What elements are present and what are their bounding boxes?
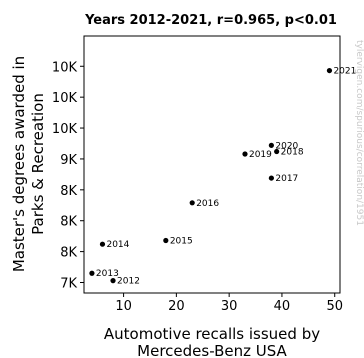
data-point — [268, 142, 274, 148]
y-tick-label: 8K — [60, 184, 77, 199]
y-tick-label: 10K — [52, 91, 78, 106]
y-axis-title-line-2: Parks & Recreation — [29, 93, 47, 235]
data-point-label: 2018 — [281, 148, 304, 158]
data-point — [89, 270, 95, 276]
y-axis-title: Master's degrees awarded in Parks & Recr… — [10, 56, 47, 272]
data-point — [242, 151, 248, 157]
x-axis-title-line-2: Mercedes-Benz USA — [137, 342, 287, 358]
plot-frame — [83, 35, 341, 294]
x-tick-label: 40 — [274, 299, 291, 314]
y-axis-ticks: 7K 8K 8K 8K 9K 10K 10K 10K — [52, 60, 84, 291]
data-point-label: 2016 — [196, 199, 219, 209]
x-tick-label: 20 — [168, 299, 185, 314]
data-point-label: 2013 — [96, 269, 119, 279]
y-tick-label: 10K — [52, 122, 78, 137]
y-tick-label: 8K — [60, 246, 77, 261]
data-point-label: 2020 — [275, 141, 298, 151]
x-tick-label: 10 — [115, 299, 132, 314]
data-point — [110, 278, 116, 284]
y-tick-label: 10K — [52, 60, 78, 75]
watermark: tylervigen.com/spurious/correlation/1951 — [354, 40, 364, 226]
data-point — [99, 241, 106, 247]
data-point-label: 2012 — [117, 277, 140, 287]
data-point — [326, 67, 333, 74]
y-tick-label: 9K — [60, 153, 77, 168]
data-point — [163, 237, 169, 244]
data-point-label: 2015 — [170, 236, 193, 246]
y-tick-label: 8K — [60, 215, 77, 230]
y-tick-label: 7K — [60, 276, 77, 291]
x-axis-ticks: 10 20 30 40 50 — [115, 293, 343, 314]
x-tick-label: 50 — [326, 299, 343, 314]
data-point — [274, 148, 280, 155]
x-tick-label: 30 — [221, 299, 238, 314]
data-point — [189, 200, 195, 206]
chart-title: Years 2012-2021, r=0.965, p<0.01 — [84, 13, 337, 28]
data-point-label: 2017 — [275, 174, 298, 184]
data-point — [268, 175, 274, 181]
data-point-label: 2019 — [249, 150, 272, 160]
y-axis-title-line-1: Master's degrees awarded in — [10, 56, 28, 272]
x-axis-title-line-1: Automotive recalls issued by — [104, 325, 320, 343]
data-point-label: 2021 — [333, 67, 356, 77]
data-point-label: 2014 — [106, 240, 129, 250]
